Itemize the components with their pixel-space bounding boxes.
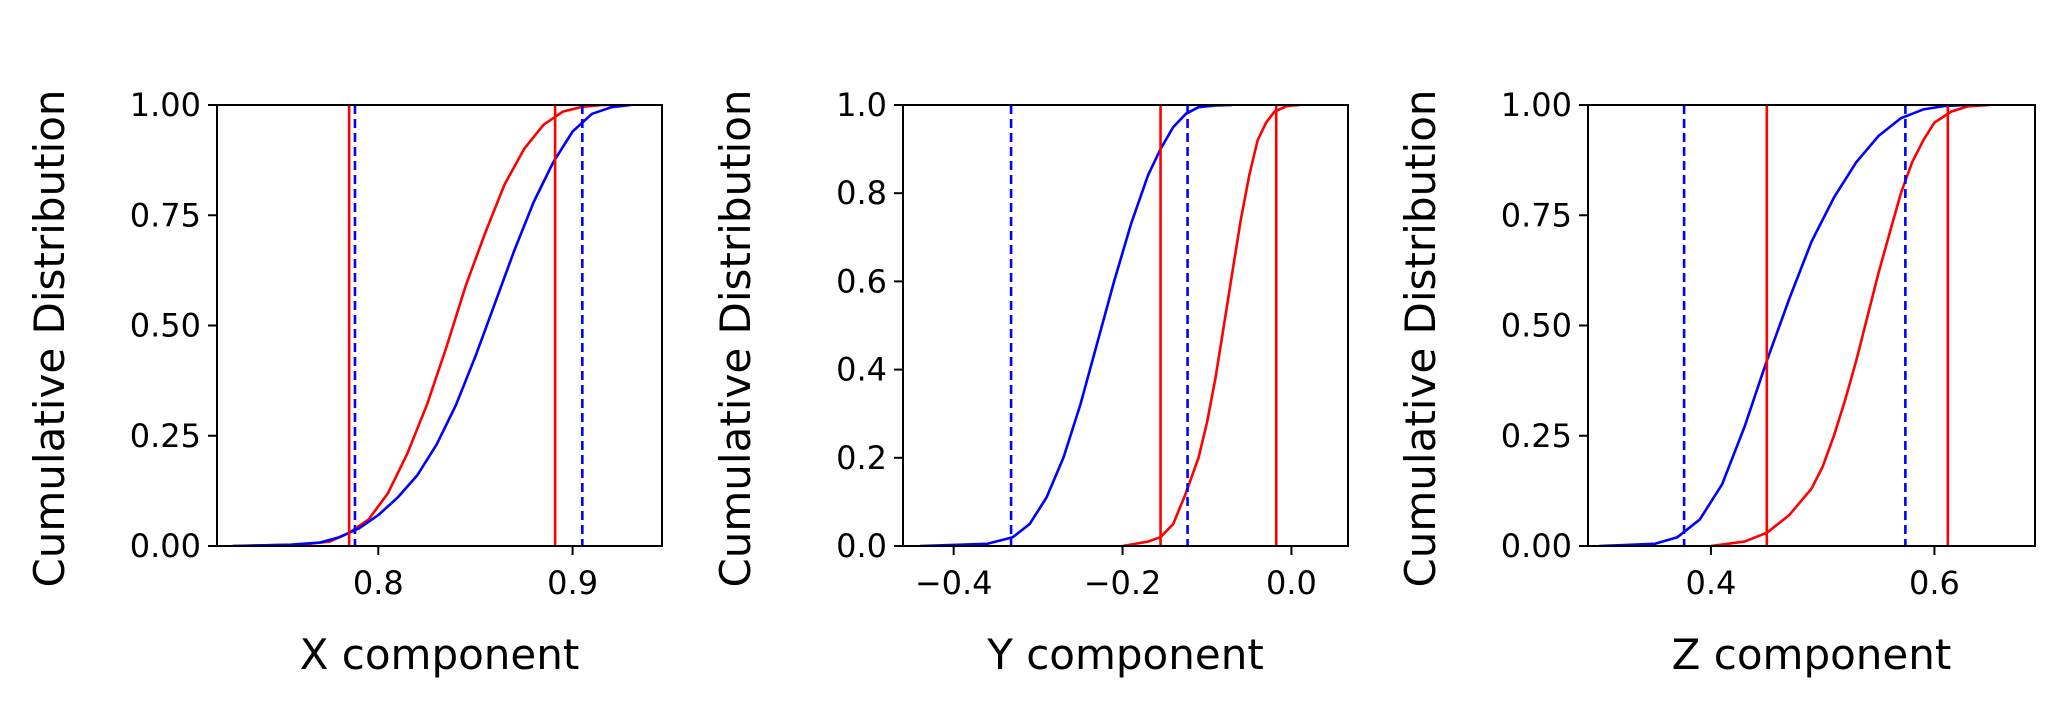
chart-1-y-tick-label: 1.00 (130, 86, 201, 124)
chart-3-x-axis-label: Z component (1672, 630, 1952, 679)
chart-1-y-tick-label: 0.50 (130, 307, 201, 345)
chart-3-x-tick-label: 0.6 (1909, 564, 1960, 602)
chart-1: 0.8 0.9 0.00 0.25 0.50 0.75 1.00 X component Cum… (25, 86, 663, 679)
chart-2: −0.4 −0.2 0.0 0.0 0.2 0.4 0.6 0.8 1.0 Y component… (711, 86, 1349, 679)
chart-3-y-tick-label: 0.25 (1501, 417, 1572, 455)
chart-2-series-blue-cdf-line (919, 105, 1233, 546)
chart-2-series-red-cdf-line (1122, 105, 1300, 546)
chart-3-y-tick-label: 0.75 (1501, 196, 1572, 234)
chart-2-x-axis-label: Y component (986, 630, 1264, 679)
chart-3-plot-area (1599, 105, 1991, 546)
chart-3-y-tick-label: 1.00 (1501, 86, 1572, 124)
chart-1-y-tick-label: 0.75 (130, 196, 201, 234)
chart-3-x-tick-label: 0.4 (1685, 564, 1736, 602)
chart-2-y-tick-label: 0.8 (836, 174, 887, 212)
chart-2-y-tick-label: 1.0 (836, 86, 887, 124)
chart-2-y-tick-label: 0.6 (836, 262, 887, 300)
chart-2-y-tick-label: 0.0 (836, 527, 887, 565)
chart-1-series-blue-cdf-line (232, 105, 632, 546)
chart-1-x-axis-label: X component (300, 630, 580, 679)
chart-1-series-red-cdf-line (232, 105, 622, 546)
chart-2-y-tick-label: 0.4 (836, 351, 887, 389)
chart-2-x-tick-label: −0.2 (1084, 564, 1162, 602)
chart-2-y-axis-label: Cumulative Distribution (711, 89, 760, 587)
chart-1-y-tick-label: 0.00 (130, 527, 201, 565)
chart-3-series-red-cdf-line (1710, 105, 1991, 546)
chart-1-x-tick-label: 0.9 (547, 564, 598, 602)
chart-1-x-tick-label: 0.8 (353, 564, 404, 602)
chart-3: 0.4 0.6 0.00 0.25 0.50 0.75 1.00 Z component Cum… (1396, 86, 2036, 679)
chart-3-axes-frame (1587, 104, 2036, 547)
chart-2-plot-area (919, 105, 1300, 546)
chart-1-axes-frame (216, 104, 663, 547)
chart-3-y-tick-label: 0.00 (1501, 527, 1572, 565)
chart-1-y-axis-label: Cumulative Distribution (25, 89, 74, 587)
chart-3-y-axis-label: Cumulative Distribution (1396, 89, 1445, 587)
chart-2-x-tick-label: 0.0 (1266, 564, 1317, 602)
chart-1-plot-area (232, 105, 632, 546)
chart-2-axes-frame (902, 104, 1349, 547)
chart-3-y-tick-label: 0.50 (1501, 307, 1572, 345)
chart-2-x-tick-label: −0.4 (915, 564, 993, 602)
chart-2-y-tick-label: 0.2 (836, 439, 887, 477)
chart-1-y-tick-label: 0.25 (130, 417, 201, 455)
chart-3-series-blue-cdf-line (1599, 105, 1969, 546)
